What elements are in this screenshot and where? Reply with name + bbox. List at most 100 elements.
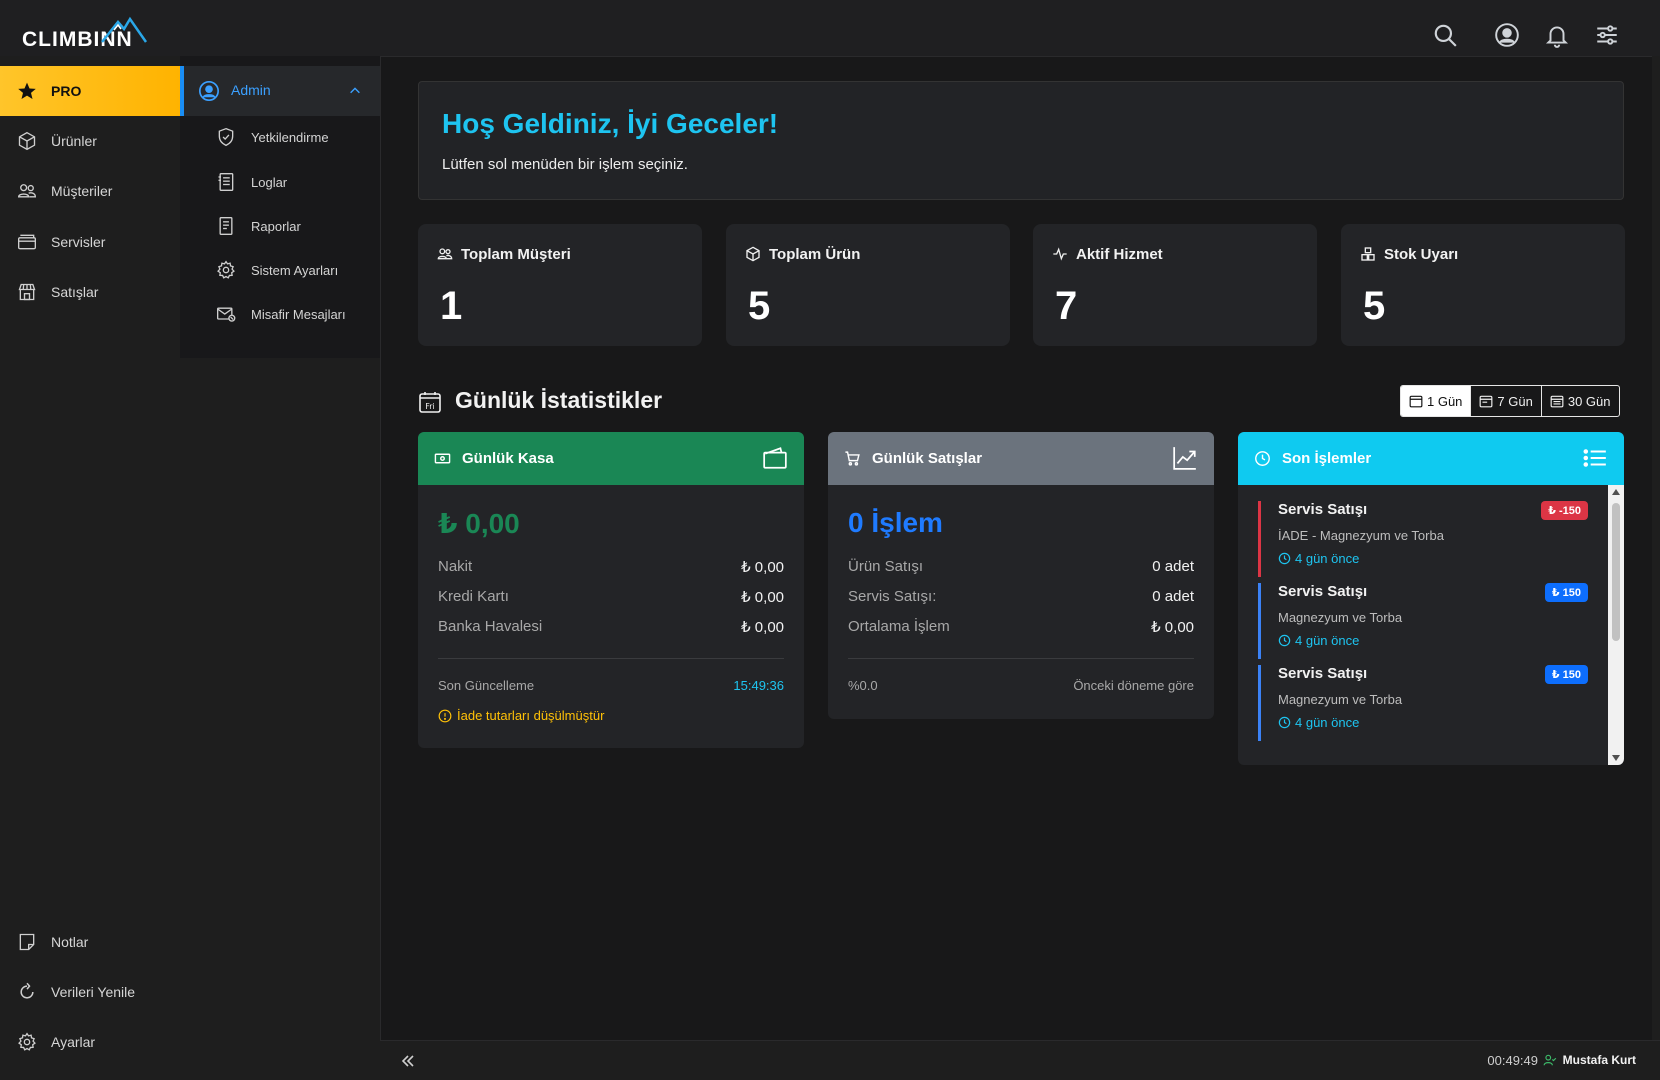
clock: 00:49:49 xyxy=(1487,1053,1538,1068)
sidebar-item-label: Servisler xyxy=(51,234,106,250)
submenu-item-misafir-mesajlari[interactable]: Misafir Mesajları xyxy=(180,291,380,337)
gear-icon xyxy=(18,1032,36,1051)
sidebar-item-ayarlar[interactable]: Ayarlar xyxy=(0,1017,180,1067)
time-text: 4 gün önce xyxy=(1295,551,1360,566)
clock-icon xyxy=(1255,451,1270,466)
sales-change: %0.0 Önceki döneme göre xyxy=(848,678,1194,693)
sales-row: Servis Satışı: 0 adet xyxy=(848,588,1194,605)
transaction-list: Servis Satışı ₺ -150 İADE - Magnezyum ve… xyxy=(1238,485,1608,765)
range-1-day[interactable]: 1 Gün xyxy=(1401,386,1472,416)
amount-badge: ₺ 150 xyxy=(1544,583,1588,602)
sidebar-item-urunler[interactable]: Ürünler xyxy=(0,116,180,166)
row-label: Banka Havalesi xyxy=(438,618,543,635)
row-value: ₺ 0,00 xyxy=(741,589,784,606)
transaction-list-scrollbar[interactable] xyxy=(1608,485,1624,765)
row-value: ₺ 0,00 xyxy=(741,559,784,576)
mail-icon xyxy=(217,307,236,322)
sales-row: Ortalama İşlem ₺ 0,00 xyxy=(848,618,1194,636)
stat-value: 5 xyxy=(748,284,771,328)
row-label: Ortalama İşlem xyxy=(848,618,950,635)
clock-icon xyxy=(1278,552,1291,565)
stat-label: Stok Uyarı xyxy=(1384,246,1459,263)
user-circle-icon[interactable] xyxy=(1494,22,1520,48)
user-check-icon xyxy=(1543,1054,1556,1066)
transaction-title: Servis Satışı xyxy=(1278,501,1368,518)
stat-label: Toplam Müşteri xyxy=(461,246,571,263)
note-icon xyxy=(19,933,35,951)
sales-row: Ürün Satışı 0 adet xyxy=(848,558,1194,575)
range-30-day[interactable]: 30 Gün xyxy=(1542,386,1619,416)
stat-value: 1 xyxy=(440,284,463,328)
time-text: 4 gün önce xyxy=(1295,633,1360,648)
transaction-title: Servis Satışı xyxy=(1278,583,1368,600)
star-icon xyxy=(18,82,36,99)
sidebar-item-satislar[interactable]: Satışlar xyxy=(0,267,180,317)
stat-label: Aktif Hizmet xyxy=(1076,246,1163,263)
sliders-icon[interactable] xyxy=(1594,22,1620,48)
transaction-item[interactable]: Servis Satışı ₺ 150 Magnezyum ve Torba 4… xyxy=(1258,583,1588,659)
activity-icon xyxy=(1053,247,1067,261)
chevron-up-icon xyxy=(350,87,360,94)
range-7-day[interactable]: 7 Gün xyxy=(1471,386,1542,416)
sales-total: 0 İşlem xyxy=(848,507,943,538)
transaction-item[interactable]: Servis Satışı ₺ -150 İADE - Magnezyum ve… xyxy=(1258,501,1588,577)
submenu-item-sistem-ayarlari[interactable]: Sistem Ayarları xyxy=(180,247,380,293)
info-icon xyxy=(438,709,452,722)
calendar-week-icon xyxy=(1480,395,1493,408)
list-icon[interactable] xyxy=(1582,445,1608,471)
submenu-item-raporlar[interactable]: Raporlar xyxy=(180,203,380,249)
daily-sales-panel: Günlük Satışlar 0 İşlem Ürün Satışı 0 ade… xyxy=(828,432,1214,719)
brand-name: CLIMBINN xyxy=(22,28,133,51)
row-label: Nakit xyxy=(438,558,473,575)
divider xyxy=(848,658,1194,659)
scroll-up-arrow[interactable] xyxy=(1612,489,1620,495)
submenu-head-admin[interactable]: Admin xyxy=(180,66,380,116)
transaction-item[interactable]: Servis Satışı ₺ 150 Magnezyum ve Torba 4… xyxy=(1258,665,1588,741)
row-label: Kredi Kartı xyxy=(438,588,509,605)
stat-card-musteri: Toplam Müşteri 1 xyxy=(418,224,702,346)
submenu-item-loglar[interactable]: Loglar xyxy=(180,159,380,205)
warning-text: İade tutarları düşülmüştür xyxy=(457,708,605,723)
clock-icon xyxy=(1278,716,1291,729)
cash-row: Nakit ₺ 0,00 xyxy=(438,558,784,576)
panel-title: Günlük Satışlar xyxy=(872,450,983,467)
panel-title: Son İşlemler xyxy=(1282,450,1372,467)
cash-row: Banka Havalesi ₺ 0,00 xyxy=(438,618,784,636)
user-name: Mustafa Kurt xyxy=(1562,1053,1636,1067)
brand-logo[interactable]: CLIMBINN xyxy=(22,16,162,51)
panel-header: Son İşlemler xyxy=(1238,432,1624,485)
row-value: ₺ 0,00 xyxy=(1151,619,1194,636)
sidebar-item-pro[interactable]: PRO xyxy=(0,66,180,116)
search-icon[interactable] xyxy=(1432,22,1458,48)
transaction-title: Servis Satışı xyxy=(1278,665,1368,682)
sidebar-item-verileri-yenile[interactable]: Verileri Yenile xyxy=(0,967,180,1017)
scroll-thumb[interactable] xyxy=(1612,503,1620,641)
calendar-day: Fri xyxy=(425,402,435,411)
collapse-sidebar-icon[interactable] xyxy=(400,1053,416,1069)
transaction-time: 4 gün önce xyxy=(1278,715,1359,730)
bell-icon[interactable] xyxy=(1544,22,1570,48)
cart-icon xyxy=(845,451,860,466)
sidebar-item-notlar[interactable]: Notlar xyxy=(0,917,180,967)
amount-badge: ₺ 150 xyxy=(1544,665,1588,684)
current-user[interactable]: Mustafa Kurt xyxy=(1543,1053,1636,1067)
page-scrollbar[interactable] xyxy=(1652,56,1660,1040)
welcome-subtitle: Lütfen sol menüden bir işlem seçiniz. xyxy=(442,156,688,173)
sidebar-item-label: Verileri Yenile xyxy=(51,984,136,1000)
recent-transactions-panel: Son İşlemler Servis Satışı ₺ -150 İADE -… xyxy=(1238,432,1624,765)
sidebar-item-label: Ürünler xyxy=(51,133,97,149)
divider xyxy=(438,658,784,659)
store-icon xyxy=(18,283,36,301)
users-icon xyxy=(437,248,453,260)
scroll-down-arrow[interactable] xyxy=(1612,755,1620,761)
sidebar-item-musteriler[interactable]: Müşteriler xyxy=(0,166,180,216)
last-updated: Son Güncelleme 15:49:36 xyxy=(438,678,784,693)
sidebar-item-servisler[interactable]: Servisler xyxy=(0,217,180,267)
mountain-icon xyxy=(101,16,148,43)
box-icon xyxy=(18,131,36,151)
panel-title: Günlük Kasa xyxy=(462,450,554,467)
sidebar-item-label: Ayarlar xyxy=(51,1034,96,1050)
panel-header: Günlük Satışlar xyxy=(828,432,1214,485)
transaction-detail: Magnezyum ve Torba xyxy=(1278,692,1403,707)
submenu-item-yetkilendirme[interactable]: Yetkilendirme xyxy=(180,114,380,160)
